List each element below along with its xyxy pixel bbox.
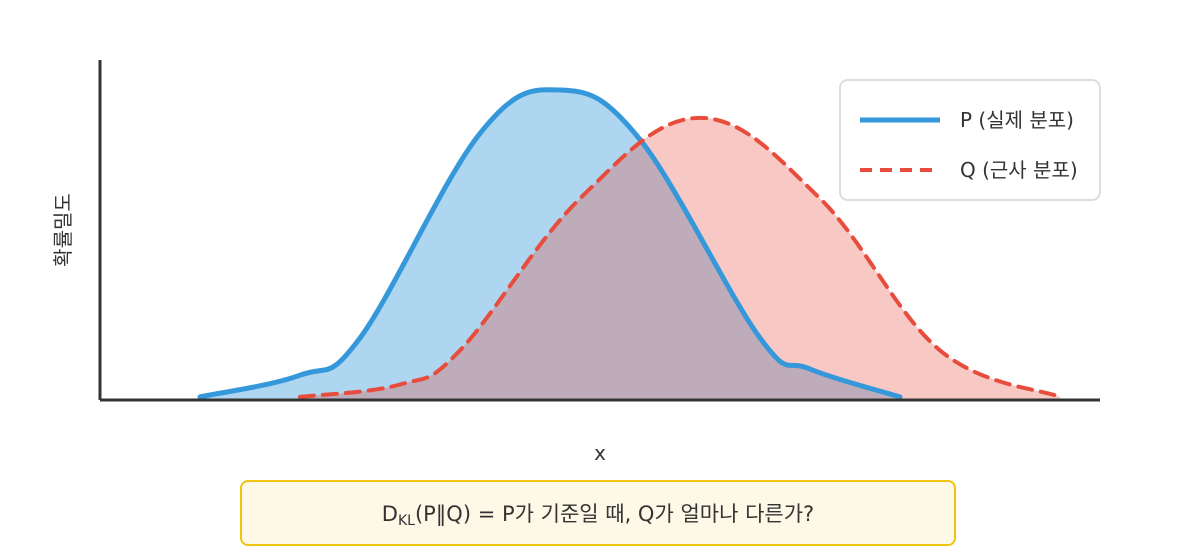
legend-label-q: Q (근사 분포) bbox=[960, 158, 1078, 182]
legend: P (실제 분포) Q (근사 분포) bbox=[839, 79, 1101, 201]
area-p bbox=[200, 89, 900, 401]
formula-text: DKL(P‖Q) = P가 기준일 때, Q가 얼마나 다른가? bbox=[382, 498, 814, 529]
legend-label-p: P (실제 분포) bbox=[960, 108, 1074, 132]
kl-divergence-chart: 확률밀도 x P (실제 분포) Q (근사 분포) bbox=[51, 60, 1101, 465]
distribution-lines bbox=[197, 87, 1062, 400]
formula-subscript: KL bbox=[397, 512, 415, 529]
formula-d: D bbox=[381, 501, 398, 526]
x-axis-label: x bbox=[594, 441, 606, 465]
y-axis-label: 확률밀도 bbox=[51, 193, 75, 267]
line-q bbox=[298, 115, 1062, 399]
legend-box bbox=[839, 79, 1101, 201]
distribution-areas bbox=[200, 89, 1060, 401]
line-p bbox=[197, 87, 903, 400]
formula-rest: (P‖Q) = P가 기준일 때, Q가 얼마나 다른가? bbox=[414, 501, 815, 526]
area-q bbox=[300, 117, 1060, 401]
kl-formula-box: DKL(P‖Q) = P가 기준일 때, Q가 얼마나 다른가? bbox=[240, 480, 956, 546]
